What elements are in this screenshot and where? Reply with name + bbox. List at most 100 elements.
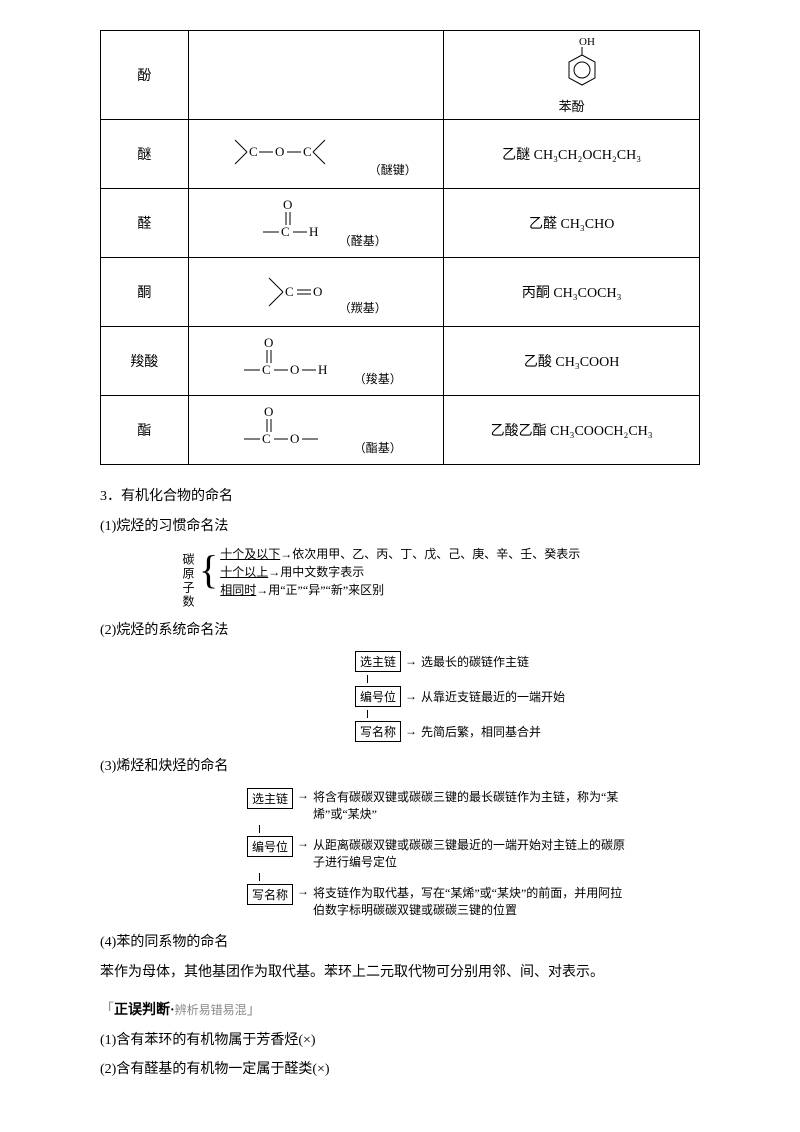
svg-text:C: C <box>285 284 294 299</box>
example-prefix: 乙酸 <box>524 355 556 370</box>
functional-group-table: 酚 OH 苯酚 醚 C O C <box>100 30 700 465</box>
judge-item: (2)含有醛基的有机物一定属于醛类(×) <box>100 1058 700 1082</box>
row-example: 乙酸 CH₃COOH <box>444 327 700 396</box>
svg-text:O: O <box>264 404 273 419</box>
table-row: 酯 O C O （酯基） 乙酸乙酯 CH₃COOCH₂CH₃ <box>101 396 700 465</box>
aldehyde-group-icon: O C H <box>245 197 335 245</box>
table-row: 酮 C O （羰基） 丙酮 CH₃COCH₃ <box>101 258 700 327</box>
step-desc: 先简后繁，相同基合并 <box>421 723 541 740</box>
arrow-icon: → <box>405 689 417 704</box>
example-formula: CH₃COOCH₂CH₃ <box>550 424 653 439</box>
svg-text:C: C <box>303 144 312 159</box>
table-row: 醛 O C H （醛基） 乙醛 CH₃CHO <box>101 189 700 258</box>
svg-text:C: C <box>262 362 271 377</box>
row-example: 乙醚 CH₃CH₂OCH₂CH₃ <box>444 120 700 189</box>
group-label: （羰基） <box>339 301 387 315</box>
arrow-icon: → <box>405 724 417 739</box>
step-box: 写名称 <box>247 884 293 905</box>
row-name: 酚 <box>101 31 189 120</box>
example-formula: CH₃COOH <box>555 355 619 370</box>
step-desc: 选最长的碳链作主链 <box>421 653 529 670</box>
group-label: （醛基） <box>339 234 387 248</box>
sub2-title: (2)烷烃的系统命名法 <box>100 619 700 643</box>
arrow-icon: → <box>405 654 417 669</box>
brace-icon: { <box>199 545 218 609</box>
table-row: 羧酸 O C O H （羧基） 乙酸 CH₃COOH <box>101 327 700 396</box>
svg-text:O: O <box>283 197 292 212</box>
example-prefix: 乙醛 <box>529 217 561 232</box>
ketone-group-icon: C O <box>245 268 335 312</box>
step-box: 写名称 <box>355 721 401 742</box>
table-row: 醚 C O C （醚键） 乙醚 CH₃CH₂OCH₂CH₃ <box>101 120 700 189</box>
group-label: （醚键） <box>369 163 417 177</box>
example-prefix: 乙酸乙酯 <box>491 424 551 439</box>
judge-header-gray: 辨析易错易混 <box>175 1003 247 1017</box>
arrow-icon: → <box>297 788 309 803</box>
example-formula: CH₃CHO <box>560 217 614 232</box>
svg-text:C: C <box>262 431 271 446</box>
step-box: 选主链 <box>247 788 293 809</box>
row-structure: C O C （醚键） <box>188 120 444 189</box>
svg-text:H: H <box>318 362 327 377</box>
desc: 用“正”“异”“新”来区别 <box>268 583 384 597</box>
judge-item: (1)含有苯环的有机物属于芳香烃(×) <box>100 1029 700 1053</box>
group-label: （酯基） <box>354 441 402 455</box>
step-box: 编号位 <box>355 686 401 707</box>
step-desc: 将含有碳碳双键或碳碳三键的最长碳链作为主链，称为“某烯”或“某炔” <box>313 788 633 822</box>
table-row: 酚 OH 苯酚 <box>101 31 700 120</box>
svg-text:C: C <box>249 144 258 159</box>
row-name: 酮 <box>101 258 189 327</box>
step-desc: 从靠近支链最近的一端开始 <box>421 688 565 705</box>
svg-text:O: O <box>290 431 299 446</box>
row-structure <box>188 31 444 120</box>
row-structure: O C H （醛基） <box>188 189 444 258</box>
sub1-title: (1)烷烃的习惯命名法 <box>100 515 700 539</box>
row-structure: C O （羰基） <box>188 258 444 327</box>
phenol-label: 苯酚 <box>450 96 693 115</box>
cond: 十个及以下 <box>220 547 280 561</box>
example-formula: CH₃CH₂OCH₂CH₃ <box>534 148 641 163</box>
example-formula: CH₃COCH₃ <box>553 286 621 301</box>
row-example: 丙酮 CH₃COCH₃ <box>444 258 700 327</box>
example-prefix: 丙酮 <box>522 286 554 301</box>
row-structure: O C O （酯基） <box>188 396 444 465</box>
svg-text:O: O <box>264 335 273 350</box>
arrow-icon: → <box>297 884 309 899</box>
sub2-diagram: 选主链 → 选最长的碳链作主链 编号位 → 从靠近支链最近的一端开始 写名称 →… <box>100 648 700 745</box>
example-prefix: 乙醚 <box>502 148 534 163</box>
row-name: 酯 <box>101 396 189 465</box>
row-name: 醚 <box>101 120 189 189</box>
step-box: 编号位 <box>247 836 293 857</box>
row-example: 乙酸乙酯 CH₃COOCH₂CH₃ <box>444 396 700 465</box>
ester-group-icon: O C O <box>230 404 350 452</box>
row-example: OH 苯酚 <box>444 31 700 120</box>
judge-header: 「正误判断·辨析易错易混」 <box>100 999 700 1023</box>
group-label: （羧基） <box>354 372 402 386</box>
row-name: 羧酸 <box>101 327 189 396</box>
arrow-icon: → <box>297 836 309 851</box>
sub1-diagram: 碳原子数 { 十个及以下→依次用甲、乙、丙、丁、戊、己、庚、辛、壬、癸表示 十个… <box>100 545 700 609</box>
desc: 依次用甲、乙、丙、丁、戊、己、庚、辛、壬、癸表示 <box>292 547 580 561</box>
svg-text:C: C <box>281 224 290 239</box>
sub3-title: (3)烯烃和炔烃的命名 <box>100 755 700 779</box>
row-name: 醛 <box>101 189 189 258</box>
sub4-desc: 苯作为母体，其他基团作为取代基。苯环上二元取代物可分别用邻、间、对表示。 <box>100 961 700 985</box>
sub4-title: (4)苯的同系物的命名 <box>100 931 700 955</box>
section3-title: 3．有机化合物的命名 <box>100 485 700 509</box>
ether-group-icon: C O C <box>215 130 365 174</box>
svg-text:O: O <box>313 284 322 299</box>
step-box: 选主链 <box>355 651 401 672</box>
svg-text:H: H <box>309 224 318 239</box>
sub3-diagram: 选主链 → 将含有碳碳双键或碳碳三键的最长碳链作为主链，称为“某烯”或“某炔” … <box>100 785 700 921</box>
cond: 十个以上 <box>220 565 268 579</box>
brace-label: 碳原子数 <box>180 545 197 609</box>
carboxyl-group-icon: O C O H <box>230 335 350 383</box>
step-desc: 将支链作为取代基，写在“某烯”或“某炔”的前面，并用阿拉伯数字标明碳碳双键或碳碳… <box>313 884 633 918</box>
row-structure: O C O H （羧基） <box>188 327 444 396</box>
svg-text:O: O <box>290 362 299 377</box>
svg-text:OH: OH <box>579 36 595 48</box>
step-desc: 从距离碳碳双键或碳碳三键最近的一端开始对主链上的碳原子进行编号定位 <box>313 836 633 870</box>
desc: 用中文数字表示 <box>280 565 364 579</box>
cond: 相同时 <box>220 583 256 597</box>
svg-text:O: O <box>275 144 284 159</box>
